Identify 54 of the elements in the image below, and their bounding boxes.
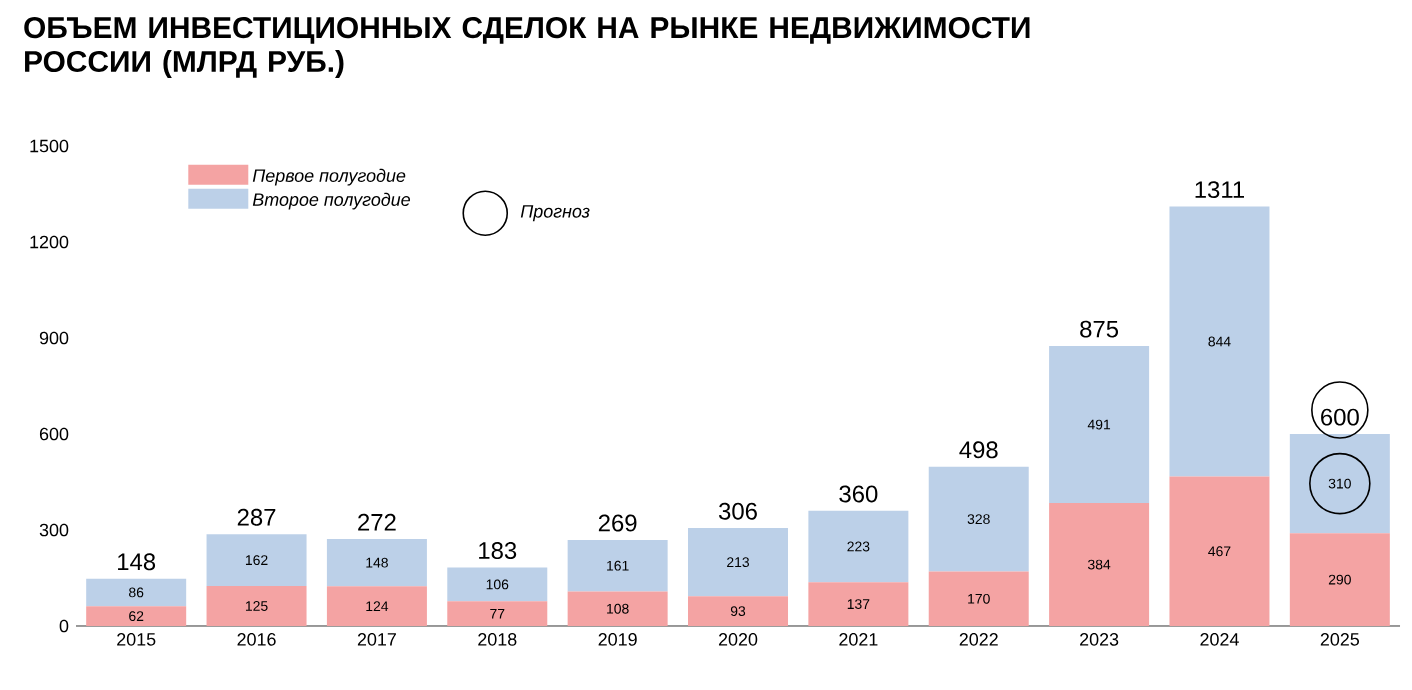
x-tick-label: 2025 (1320, 633, 1360, 646)
bar (1049, 503, 1150, 626)
x-tick-label: 2023 (1080, 633, 1119, 646)
bar (1049, 346, 1150, 504)
bar (206, 586, 307, 626)
annotation: Прогноз (520, 205, 590, 222)
x-tick-label: 2021 (839, 633, 878, 646)
total-label: 498 (959, 441, 998, 459)
total-label: 269 (598, 514, 637, 532)
bar (326, 586, 427, 626)
x-tick-label: 2020 (718, 633, 758, 646)
x-tick-label: 2019 (598, 633, 637, 646)
bar (688, 596, 789, 626)
bar (206, 534, 307, 586)
x-tick-label: 2018 (478, 633, 517, 646)
total-label: 875 (1080, 320, 1119, 338)
x-tick-label: 2016 (237, 633, 276, 646)
total-label: 287 (237, 508, 276, 526)
bar (1169, 206, 1270, 477)
legend-label: Второе полугодие (252, 192, 410, 210)
total-label: 272 (358, 513, 396, 531)
bar (808, 582, 909, 626)
bar (86, 606, 187, 626)
total-label: 1311 (1195, 181, 1244, 199)
bar (326, 538, 427, 587)
x-tick-label: 2024 (1200, 633, 1239, 646)
x-tick-label: 2017 (357, 633, 396, 646)
bar (808, 510, 909, 583)
bar (447, 567, 548, 602)
y-tick-label: 1500 (30, 139, 69, 153)
bar (1289, 434, 1390, 534)
y-tick-label: 300 (39, 523, 69, 537)
bar (928, 571, 1029, 626)
x-tick-label: 2022 (959, 633, 998, 646)
bar (447, 601, 548, 626)
bar (928, 466, 1029, 572)
total-label: 148 (118, 553, 156, 571)
bar (1289, 533, 1390, 626)
y-tick-label: 900 (39, 331, 69, 345)
bar (1169, 476, 1270, 626)
y-tick-label: 0 (59, 619, 69, 633)
legend-label: Первое полугодие (252, 168, 406, 186)
chart-title: ОБЪЕМ ИНВЕСТИЦИОННЫХ СДЕЛОК НА РЫНКЕ НЕДВИЖИМОСТИ РОССИИ (МЛРД РУБ.) (24, 17, 1030, 78)
bar (688, 528, 789, 597)
bar (567, 591, 668, 626)
total-label: 306 (718, 502, 757, 520)
total-label: 600 (1321, 408, 1359, 426)
bar (567, 539, 668, 592)
bar (86, 578, 187, 607)
y-tick-label: 600 (39, 427, 69, 441)
total-label: 183 (479, 542, 517, 560)
x-tick-label: 2015 (117, 633, 156, 646)
total-label: 360 (839, 485, 878, 503)
y-tick-label: 1200 (30, 235, 69, 249)
